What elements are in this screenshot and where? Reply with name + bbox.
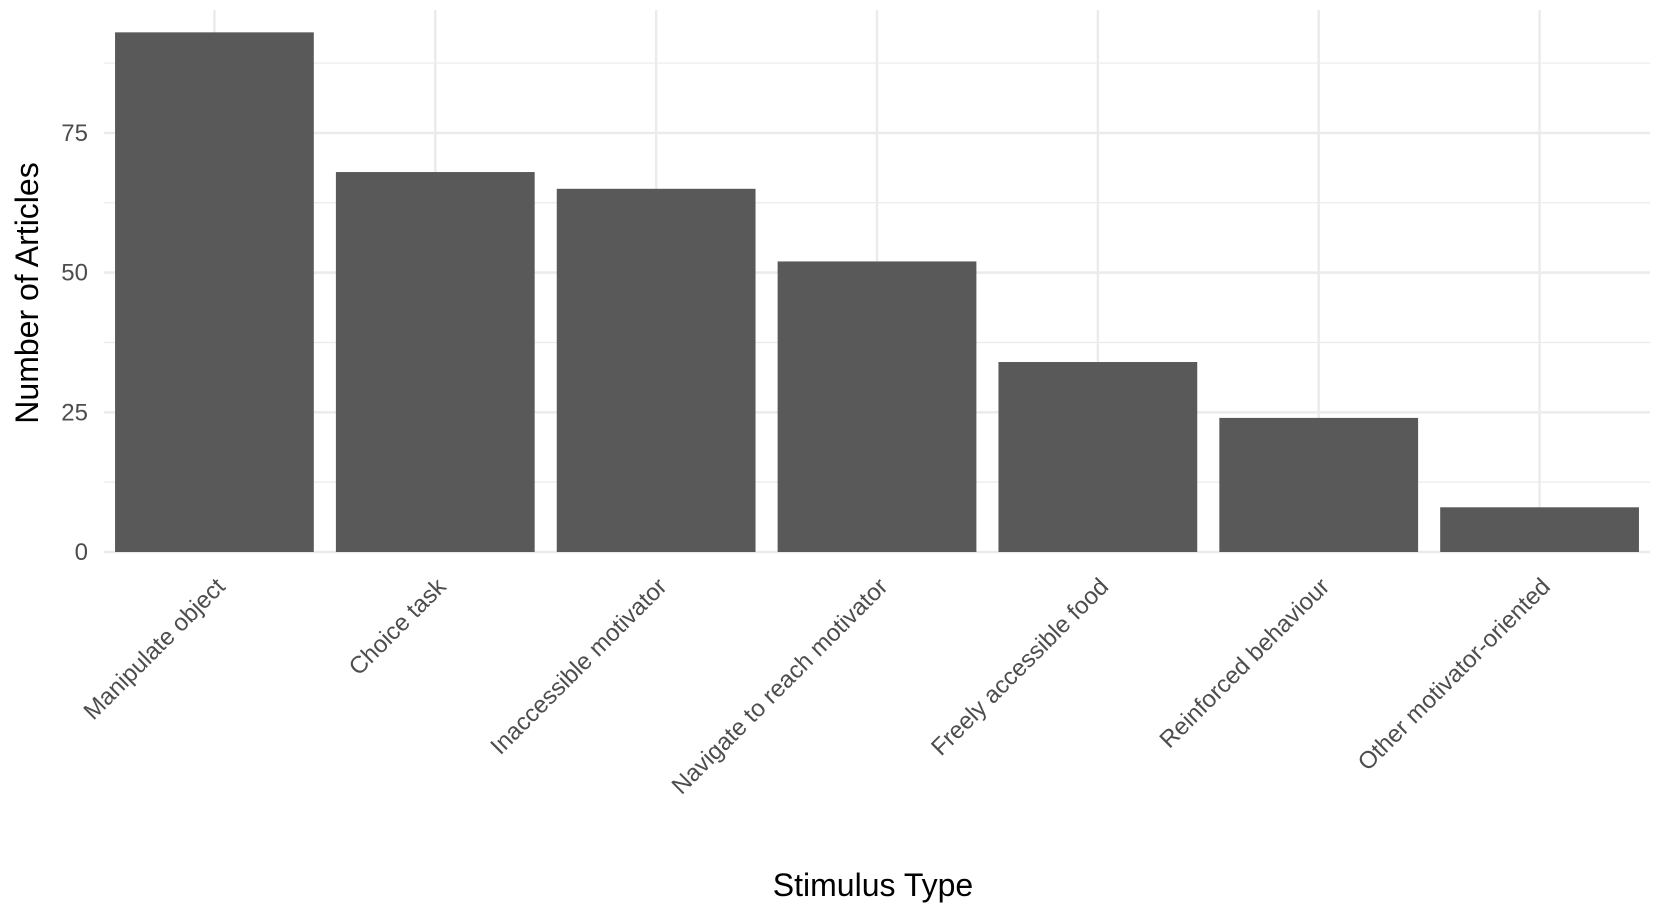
x-tick-label: Inaccessible motivator (485, 573, 672, 760)
x-axis-title: Stimulus Type (773, 867, 973, 903)
y-axis-title: Number of Articles (9, 162, 45, 423)
y-tick-label: 75 (61, 120, 88, 147)
x-tick-label: Manipulate object (79, 573, 231, 725)
bar-other-motivator-oriented (1440, 507, 1639, 552)
y-axis-ticks: 0 25 50 75 (61, 120, 88, 566)
bar-freely-accessible-food (998, 362, 1198, 552)
x-tick-label: Reinforced behaviour (1155, 573, 1335, 753)
x-tick-label: Other motivator-oriented (1353, 573, 1556, 776)
x-tick-label: Choice task (344, 572, 452, 680)
bars (115, 32, 1639, 552)
x-tick-label: Navigate to reach motivator (667, 573, 894, 800)
y-tick-label: 25 (61, 399, 88, 426)
bar-reinforced-behaviour (1219, 417, 1419, 552)
bar-inaccessible-motivator (556, 188, 756, 552)
bar-manipulate-object (115, 32, 314, 552)
y-tick-label: 50 (61, 260, 88, 287)
bar-choice-task (335, 172, 535, 552)
bar-navigate-to-reach-motivator (777, 261, 977, 552)
x-tick-label: Freely accessible food (926, 573, 1114, 761)
x-axis-ticks: Manipulate object Choice task Inaccessible… (79, 572, 1556, 799)
y-tick-label: 0 (75, 539, 88, 566)
